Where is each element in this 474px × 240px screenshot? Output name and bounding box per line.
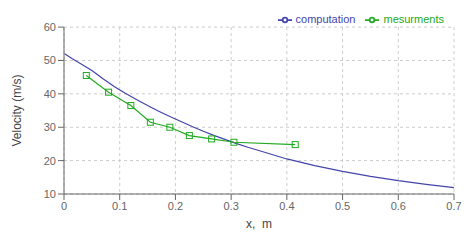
svg-text:40: 40 (44, 88, 56, 100)
svg-text:Velocity (m/s): Velocity (m/s) (10, 75, 24, 147)
svg-text:30: 30 (44, 121, 56, 133)
svg-text:0: 0 (61, 200, 67, 212)
svg-text:0.7: 0.7 (446, 200, 461, 212)
svg-text:0.1: 0.1 (112, 200, 127, 212)
svg-text:x, m: x, m (246, 217, 272, 231)
html-text:mesurments: mesurments (383, 13, 444, 25)
svg-text:0.3: 0.3 (223, 200, 238, 212)
svg-text:0.5: 0.5 (335, 200, 350, 212)
html-text:computation: computation (295, 13, 356, 25)
svg-text:50: 50 (44, 54, 56, 66)
svg-text:0.6: 0.6 (391, 200, 406, 212)
svg-text:20: 20 (44, 155, 56, 167)
svg-text:0.4: 0.4 (279, 200, 294, 212)
svg-text:60: 60 (44, 21, 56, 33)
svg-text:0.2: 0.2 (168, 200, 183, 212)
svg-text:10: 10 (44, 188, 56, 200)
